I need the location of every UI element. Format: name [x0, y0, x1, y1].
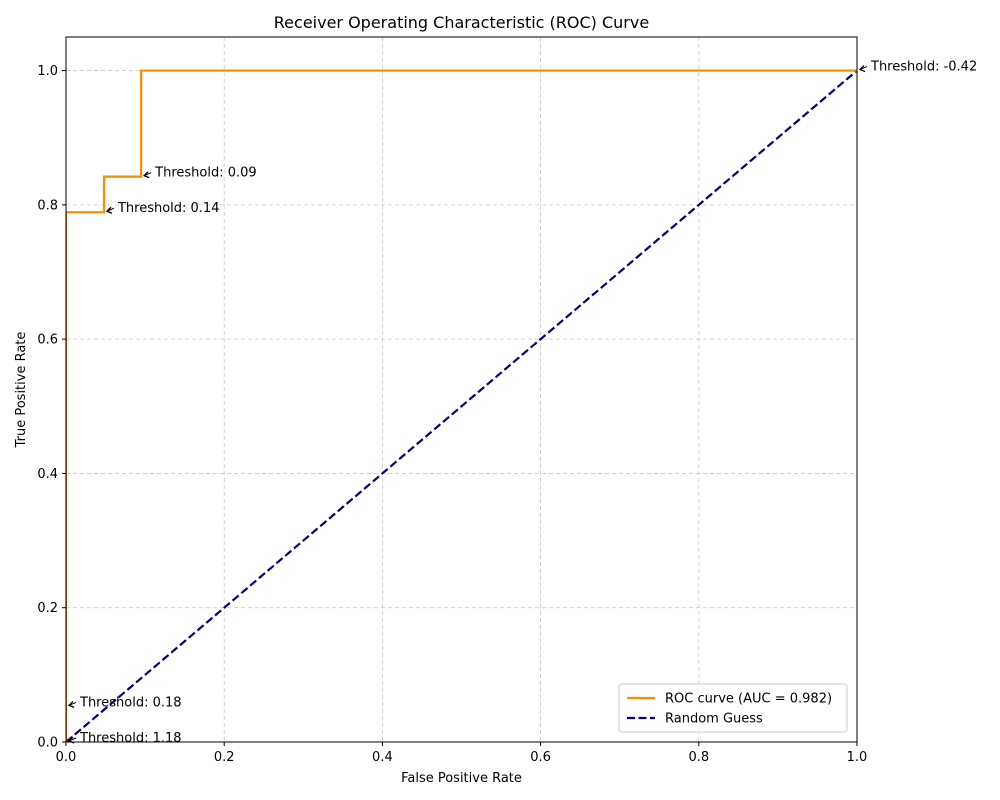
roc-curve-line [66, 69, 857, 742]
grid [66, 37, 857, 742]
x-tick-label: 0.8 [688, 750, 709, 765]
y-tick-label: 1.0 [37, 64, 58, 79]
threshold-annotation-label: Threshold: -0.42 [870, 60, 977, 75]
x-axis: 0.0 0.2 0.4 0.6 0.8 1.0 [56, 742, 868, 765]
x-tick-label: 1.0 [847, 750, 868, 765]
legend-entry: Random Guess [665, 712, 763, 727]
x-tick-label: 0.4 [372, 750, 393, 765]
legend-entry: ROC curve (AUC = 0.982) [665, 692, 832, 707]
y-tick-label: 0.8 [37, 198, 58, 213]
x-tick-label: 0.6 [530, 750, 551, 765]
legend-box [618, 683, 848, 733]
plot-frame [65, 36, 858, 743]
y-axis-label: True Positive Rate [14, 332, 29, 449]
y-tick-label: 0.4 [37, 467, 58, 482]
threshold-annotation: Threshold: -0.42 [858, 60, 977, 75]
y-tick-label: 0.6 [37, 333, 58, 348]
annotations: Threshold: 1.18 Threshold: 0.18 Threshold:… [67, 60, 977, 746]
threshold-annotation-label: Threshold: 0.18 [79, 695, 182, 710]
legend: ROC curve (AUC = 0.982) Random Guess [618, 683, 848, 733]
x-tick-label: 0.2 [214, 750, 235, 765]
random-guess-line [66, 69, 857, 742]
threshold-annotation: Threshold: 0.09 [142, 166, 257, 181]
x-axis-label: False Positive Rate [401, 771, 522, 786]
y-tick-label: 0.2 [37, 601, 58, 616]
y-axis: 0.0 0.2 0.4 0.6 0.8 1.0 [37, 64, 66, 751]
threshold-annotation-label: Threshold: 0.09 [154, 166, 257, 181]
threshold-annotation: Threshold: 0.18 [67, 695, 182, 710]
threshold-annotation: Threshold: 1.18 [67, 731, 182, 746]
x-tick-label: 0.0 [56, 750, 77, 765]
chart-title: Receiver Operating Characteristic (ROC) … [274, 13, 649, 32]
series-layer [66, 69, 857, 742]
threshold-annotation-label: Threshold: 0.14 [117, 201, 220, 216]
threshold-annotation: Threshold: 0.14 [105, 201, 220, 216]
threshold-annotation-label: Threshold: 1.18 [79, 731, 182, 746]
y-tick-label: 0.0 [37, 736, 58, 751]
